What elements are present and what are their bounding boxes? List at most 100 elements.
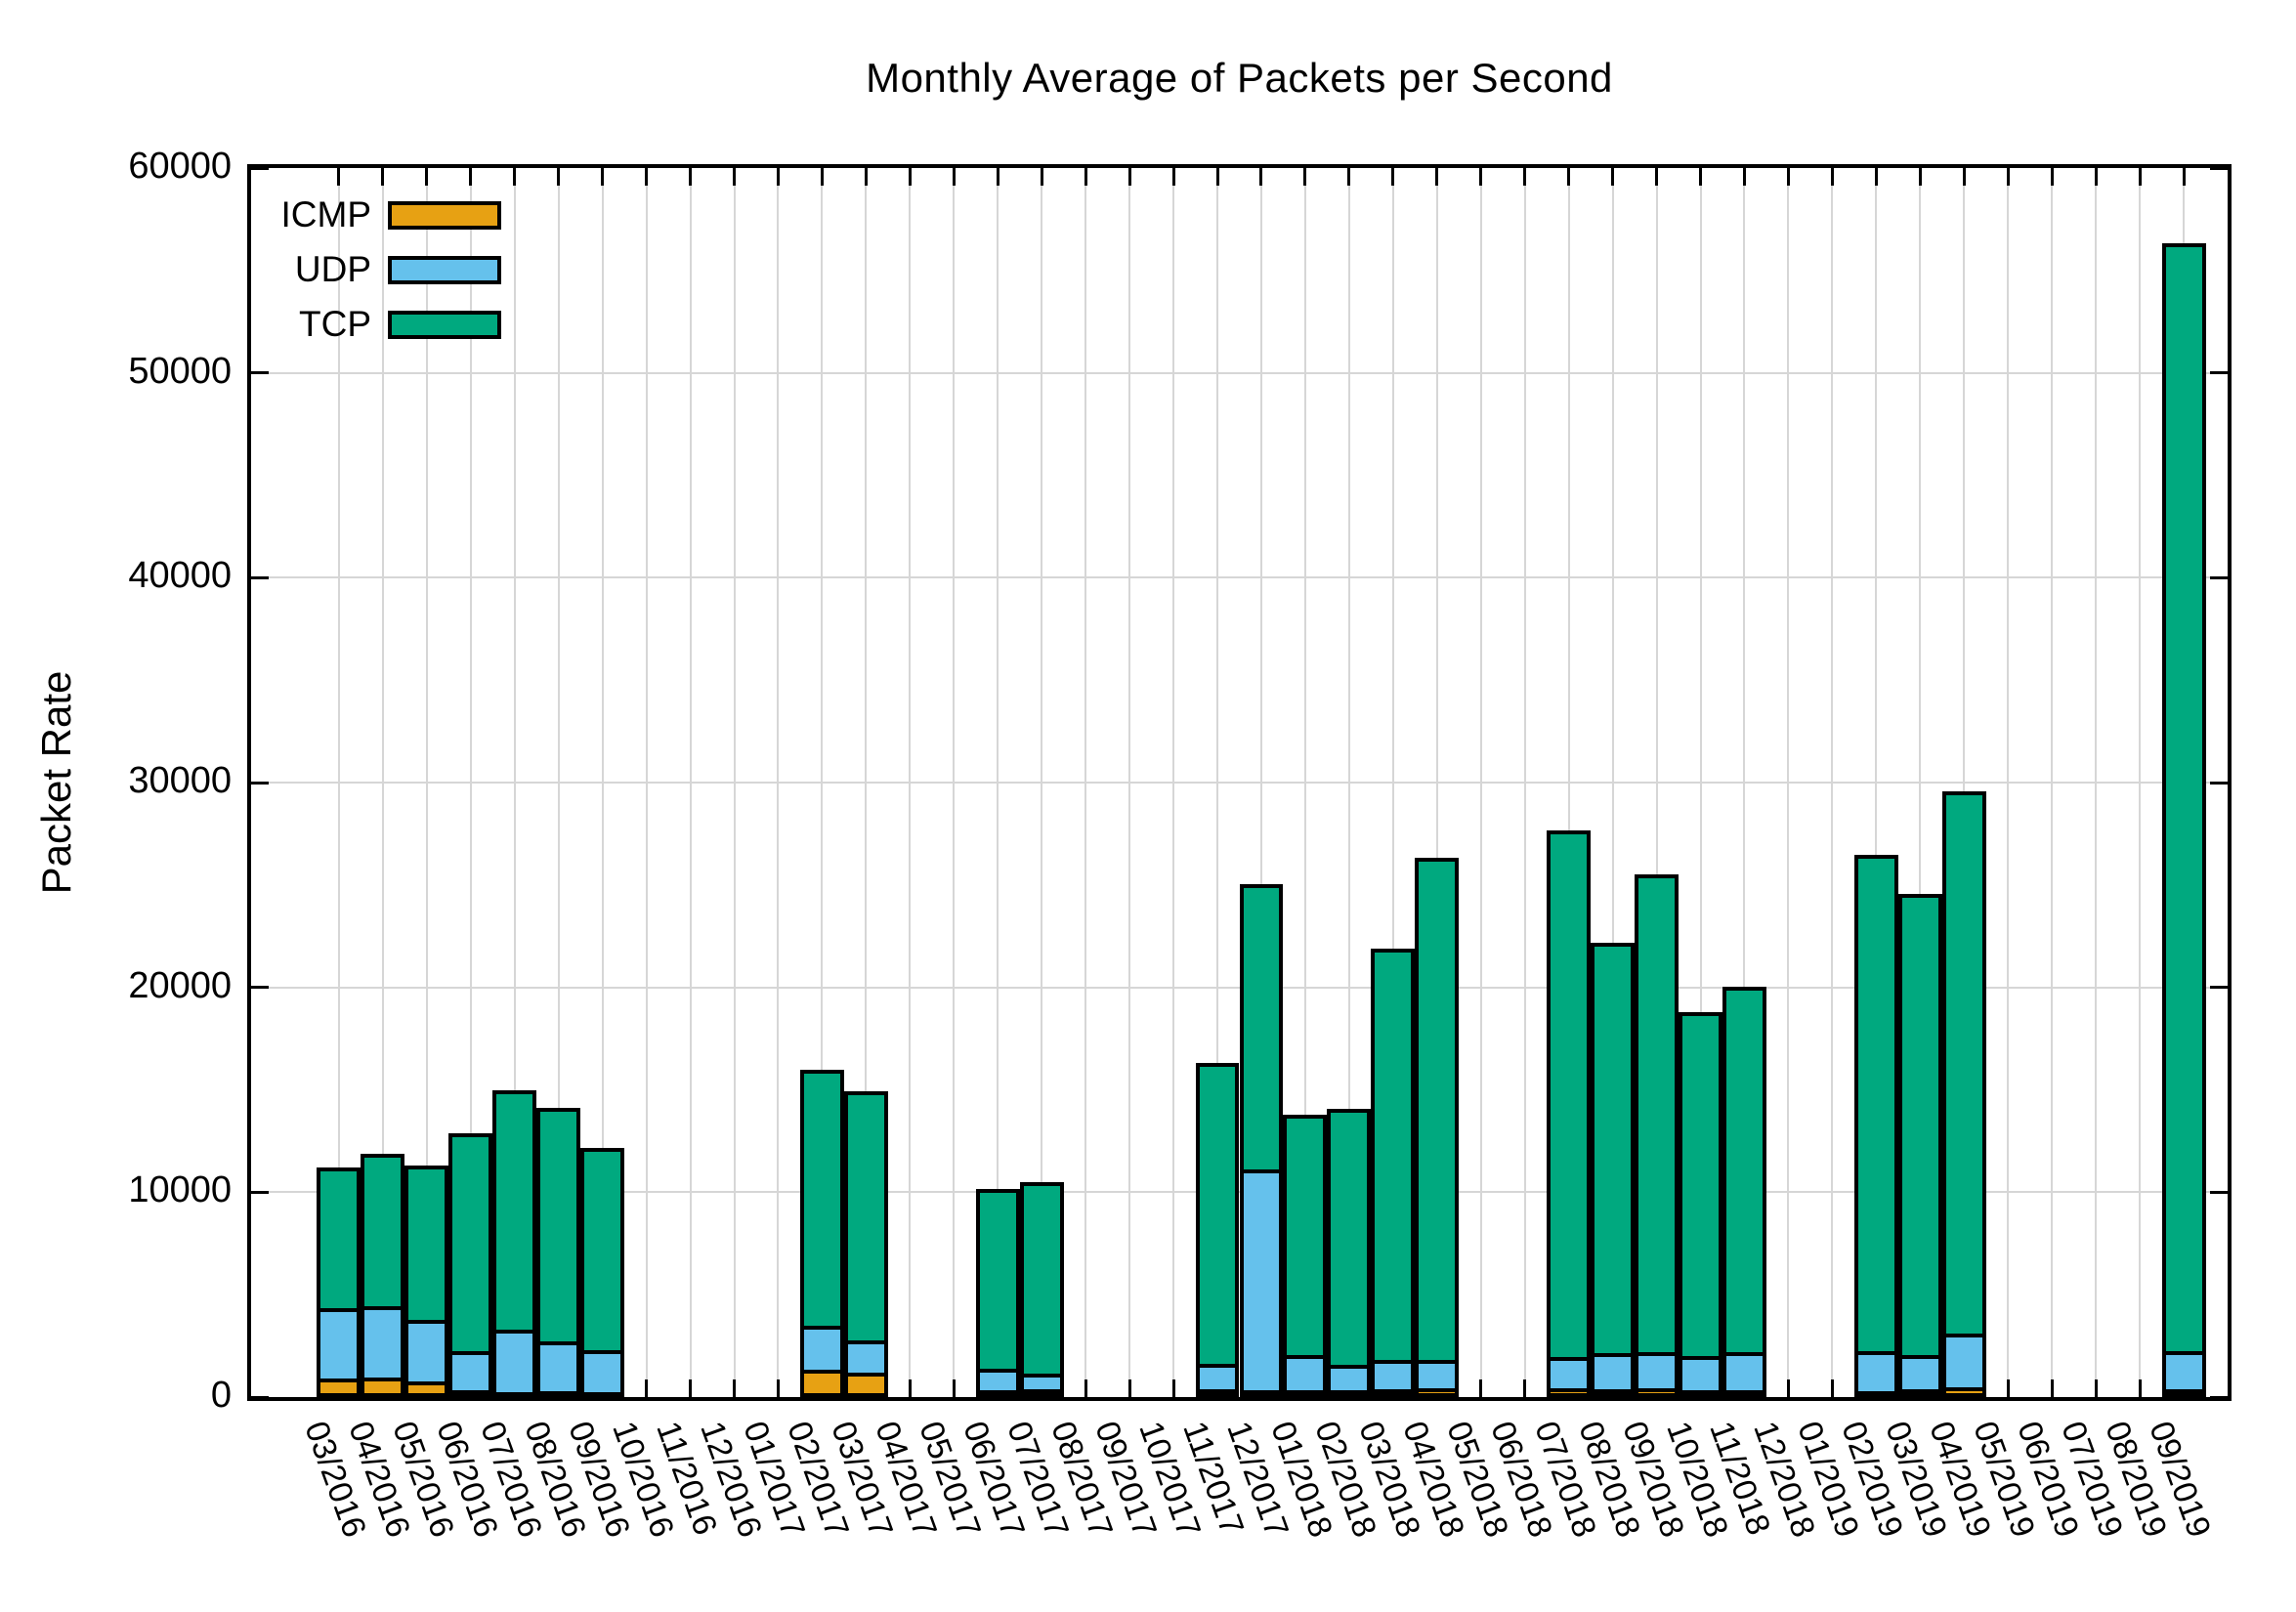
x-tick-top	[820, 168, 824, 186]
legend: ICMP UDP TCP	[186, 188, 501, 352]
v-gridline	[1172, 168, 1175, 1397]
bar-segment-tcp-11/2018	[1722, 986, 1766, 1356]
bar-segment-tcp-03/2018	[1371, 949, 1416, 1365]
x-tick-top	[557, 168, 561, 186]
bar-segment-icmp-02/2017	[799, 1369, 844, 1397]
bar-segment-udp-03/2017	[843, 1339, 888, 1377]
x-tick-top	[733, 168, 736, 186]
v-gridline	[865, 168, 868, 1397]
x-tick-bottom	[2138, 1379, 2142, 1397]
v-gridline	[1435, 168, 1438, 1397]
v-gridline	[1787, 168, 1790, 1397]
x-tick-top	[689, 168, 693, 186]
x-tick-bottom	[1171, 1379, 1175, 1397]
v-gridline	[953, 168, 956, 1397]
bar-segment-tcp-02/2017	[799, 1069, 844, 1330]
x-tick-top	[381, 168, 385, 186]
x-tick-top	[1523, 168, 1527, 186]
x-tick-top	[2182, 168, 2186, 186]
v-gridline	[513, 168, 516, 1397]
x-tick-top	[1918, 168, 1922, 186]
x-tick-top	[513, 168, 517, 186]
bar-segment-udp-04/2016	[361, 1305, 405, 1381]
bar-segment-udp-08/2018	[1591, 1352, 1636, 1394]
x-tick-top	[1435, 168, 1439, 186]
x-tick-bottom	[776, 1379, 780, 1397]
bar-segment-tcp-10/2018	[1679, 1011, 1722, 1360]
bar-segment-tcp-12/2017	[1239, 884, 1284, 1174]
v-gridline	[777, 168, 780, 1397]
x-tick-top	[425, 168, 429, 186]
v-gridline	[1743, 168, 1746, 1397]
x-tick-top	[1171, 168, 1175, 186]
x-tick-top	[1391, 168, 1395, 186]
bar-segment-udp-03/2016	[317, 1307, 361, 1382]
x-tick-top	[776, 168, 780, 186]
bar-segment-udp-08/2016	[536, 1340, 581, 1395]
x-tick-top	[1259, 168, 1263, 186]
x-tick-top	[1742, 168, 1746, 186]
y-tick-label-20000: 20000	[128, 964, 232, 1006]
bar-segment-tcp-09/2016	[580, 1148, 625, 1354]
bar-segment-udp-02/2017	[799, 1325, 844, 1374]
x-tick-top	[469, 168, 473, 186]
v-gridline	[2007, 168, 2010, 1397]
x-tick-bottom	[1084, 1379, 1087, 1397]
bar-segment-tcp-04/2019	[1941, 791, 1986, 1337]
legend-label-udp: UDP	[294, 249, 371, 289]
bar-segment-udp-04/2019	[1941, 1333, 1986, 1391]
y-tick-label-40000: 40000	[128, 555, 232, 597]
x-tick-top	[1962, 168, 1966, 186]
bar-segment-udp-10/2018	[1679, 1355, 1722, 1394]
v-gridline	[425, 168, 428, 1397]
x-tick-top	[1874, 168, 1878, 186]
h-gridline	[251, 782, 2228, 784]
x-tick-top	[1303, 168, 1307, 186]
bar-segment-udp-02/2018	[1327, 1364, 1372, 1394]
v-gridline	[689, 168, 692, 1397]
y-tick-left	[251, 1395, 269, 1399]
v-gridline	[733, 168, 736, 1397]
v-gridline	[909, 168, 912, 1397]
x-tick-bottom	[2094, 1379, 2098, 1397]
bar-segment-tcp-04/2016	[361, 1154, 405, 1310]
x-tick-top	[337, 168, 341, 186]
bar-segment-tcp-06/2016	[448, 1133, 493, 1355]
v-gridline	[1567, 168, 1570, 1397]
legend-row-tcp: TCP	[186, 297, 501, 352]
x-tick-top	[2138, 168, 2142, 186]
x-tick-top	[1567, 168, 1571, 186]
bar-segment-udp-03/2019	[1897, 1354, 1942, 1394]
x-tick-top	[1215, 168, 1219, 186]
x-tick-top	[1786, 168, 1790, 186]
x-tick-bottom	[689, 1379, 693, 1397]
x-tick-top	[1084, 168, 1087, 186]
x-tick-bottom	[1523, 1379, 1527, 1397]
y-tick-left	[251, 575, 269, 579]
legend-label-tcp: TCP	[299, 304, 371, 344]
bar-segment-tcp-09/2019	[2161, 242, 2206, 1355]
legend-row-icmp: ICMP	[186, 188, 501, 242]
v-gridline	[1963, 168, 1966, 1397]
legend-row-udp: UDP	[186, 242, 501, 297]
v-gridline	[557, 168, 560, 1397]
v-gridline	[1831, 168, 1834, 1397]
bar-segment-tcp-01/2018	[1283, 1115, 1328, 1359]
x-tick-top	[1479, 168, 1483, 186]
bar-segment-tcp-02/2019	[1853, 855, 1898, 1355]
v-gridline	[1128, 168, 1131, 1397]
x-tick-top	[2006, 168, 2010, 186]
y-tick-label-10000: 10000	[128, 1169, 232, 1211]
v-gridline	[601, 168, 604, 1397]
x-tick-top	[2050, 168, 2054, 186]
v-gridline	[381, 168, 384, 1397]
y-tick-right	[2210, 1190, 2228, 1194]
bar-segment-udp-12/2017	[1239, 1169, 1284, 1394]
bar-segment-udp-01/2018	[1283, 1354, 1328, 1394]
x-tick-top	[1127, 168, 1131, 186]
x-tick-top	[1699, 168, 1703, 186]
x-tick-bottom	[908, 1379, 912, 1397]
bar-segment-tcp-09/2018	[1635, 874, 1679, 1356]
y-tick-right	[2210, 986, 2228, 990]
